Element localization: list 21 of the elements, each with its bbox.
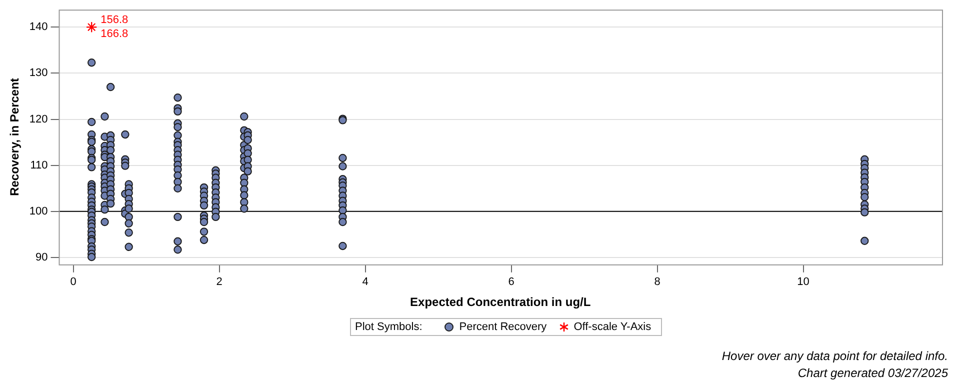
x-tick-label: 10 — [797, 276, 810, 288]
text: Chart generated 03/27/2025 — [796, 365, 948, 382]
annotation: 166.8 — [100, 28, 128, 40]
x-tick-label: 4 — [362, 276, 368, 288]
legend-label: Off-scale Y-Axis — [574, 321, 652, 333]
legend-label: Percent Recovery — [459, 321, 547, 333]
y-tick-label: 130 — [29, 67, 48, 80]
x-tick-label: 0 — [70, 276, 76, 288]
y-axis-title: Recovery, in Percent — [8, 78, 22, 196]
y-tick-label: 120 — [29, 113, 48, 126]
x-tick-label: 8 — [654, 276, 660, 288]
y-tick-label: 110 — [30, 159, 48, 172]
x-tick-label: 6 — [508, 276, 514, 288]
y-tick-label: 140 — [29, 21, 48, 34]
legend-title: Plot Symbols: — [355, 321, 422, 333]
annotation: 156.8 — [100, 14, 128, 26]
y-tick-label: 100 — [29, 205, 48, 218]
x-axis-title: Expected Concentration in ug/L — [410, 295, 591, 310]
text: Hover over any data point for detailed info. — [722, 348, 948, 365]
y-tick-label: 90 — [36, 252, 48, 264]
x-tick-label: 2 — [216, 276, 222, 288]
